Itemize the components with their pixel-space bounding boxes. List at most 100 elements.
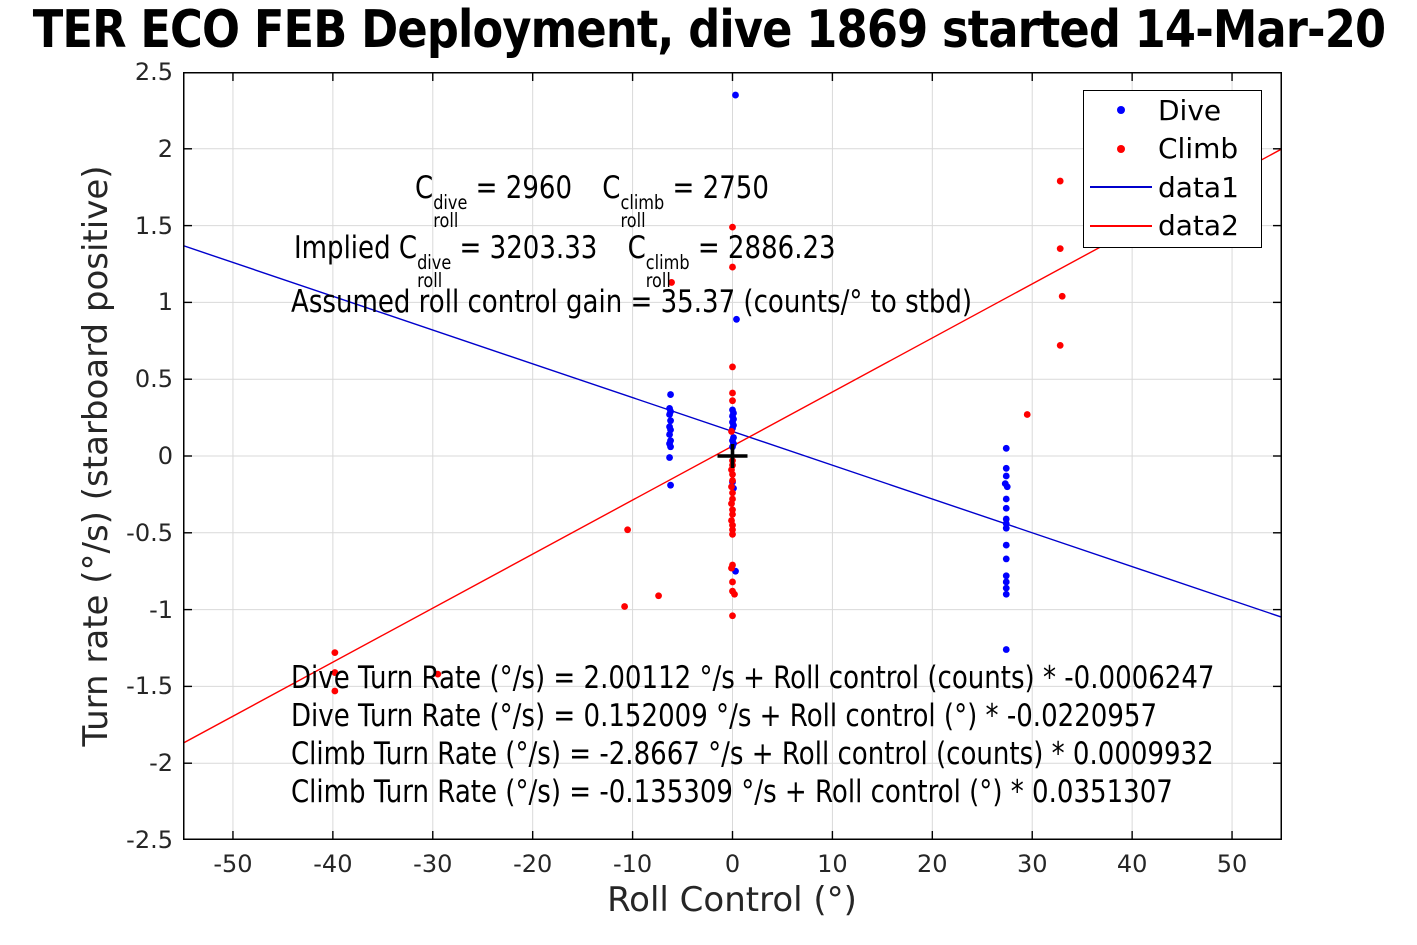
point-climb (729, 477, 736, 484)
point-climb (331, 649, 339, 657)
legend-dot-marker (1084, 106, 1158, 115)
y-tick-label: 1 (157, 288, 173, 317)
point-climb (729, 578, 736, 586)
y-tick-label: -2.5 (126, 826, 173, 854)
x-tick-label: 20 (917, 850, 948, 878)
y-axis-label: Turn rate (°/s) (starboard positive) (76, 165, 116, 747)
point-climb (434, 670, 442, 678)
point-climb (621, 603, 628, 610)
point-climb (728, 564, 735, 572)
legend-label: Dive (1158, 93, 1222, 127)
chart-title: TER ECO FEB Deployment, dive 1869 starte… (0, 0, 1417, 60)
x-tick-label: 10 (817, 850, 848, 878)
y-tick-label: 2 (157, 134, 173, 163)
point-dive (667, 417, 674, 425)
point-climb (331, 669, 339, 676)
point-dive (732, 91, 739, 99)
point-dive (1002, 555, 1010, 563)
equation-climb-counts: Climb Turn Rate (°/s) = -2.8667 °/s + Ro… (291, 736, 1214, 772)
y-tick-label: 0.5 (134, 365, 173, 394)
chart-title-text: TER ECO FEB Deployment, dive 1869 starte… (32, 0, 1385, 60)
point-climb (655, 592, 662, 600)
point-climb (1058, 292, 1066, 300)
x-tick-label: 30 (1016, 850, 1048, 878)
point-climb (731, 590, 738, 598)
point-dive (1002, 646, 1010, 653)
x-tick-label: 0 (724, 850, 741, 878)
legend-dot-marker (1084, 144, 1158, 153)
point-climb (728, 500, 735, 508)
x-tick-label: -40 (313, 850, 353, 878)
point-climb (729, 263, 736, 271)
equation-dive-degrees: Dive Turn Rate (°/s) = 0.152009 °/s + Ro… (291, 698, 1158, 734)
legend-label: data2 (1158, 209, 1239, 243)
point-dive (1002, 584, 1010, 592)
line-icon (1090, 186, 1152, 189)
point-dive (666, 411, 673, 418)
legend-item-dive: Dive (1084, 91, 1261, 130)
point-dive (667, 443, 674, 451)
equation-dive-counts: Dive Turn Rate (°/s) = 2.00112 °/s + Rol… (291, 660, 1215, 696)
legend-item-data1: data1 (1084, 168, 1261, 207)
x-tick-label: -30 (413, 850, 453, 878)
point-climb (331, 687, 339, 695)
legend-line-marker (1084, 186, 1158, 189)
legend-label: data1 (1158, 170, 1239, 204)
point-climb (729, 397, 736, 405)
point-climb (729, 389, 736, 397)
point-climb (729, 612, 736, 620)
point-climb (668, 279, 675, 286)
y-tick-label: -1 (149, 595, 173, 624)
point-climb (728, 428, 735, 435)
point-climb (728, 483, 735, 491)
point-climb (1023, 411, 1031, 418)
point-dive (666, 431, 673, 438)
y-tick-label: 0 (157, 442, 173, 470)
point-dive (1002, 541, 1010, 549)
point-dive (1002, 464, 1010, 472)
point-climb (1056, 245, 1064, 253)
legend-label: Climb (1158, 132, 1239, 166)
legend: Dive Climb data1 data2 (1083, 90, 1262, 248)
x-tick-label: 40 (1116, 850, 1148, 878)
point-climb (729, 471, 736, 478)
point-climb (1056, 177, 1064, 185)
x-tick-label: -50 (213, 850, 253, 878)
y-tick-label: 2.5 (134, 58, 173, 86)
point-climb (624, 526, 631, 534)
point-dive (1002, 524, 1010, 532)
point-dive (733, 315, 740, 323)
equation-climb-degrees: Climb Turn Rate (°/s) = -0.135309 °/s + … (291, 774, 1173, 810)
point-climb (729, 223, 736, 231)
annotation-roll-gain: Assumed roll control gain = 35.37 (count… (291, 284, 973, 320)
point-dive (1002, 590, 1010, 598)
point-dive (667, 481, 674, 489)
point-dive (1002, 444, 1010, 452)
point-climb (729, 489, 736, 497)
point-climb (729, 363, 736, 371)
x-axis-label: Roll Control (°) (607, 880, 857, 920)
dot-icon (1117, 106, 1125, 115)
legend-line-marker (1084, 224, 1158, 227)
point-dive (1002, 578, 1010, 586)
y-tick-label: -2 (149, 749, 173, 778)
point-climb (729, 510, 736, 518)
y-tick-label: -0.5 (126, 518, 173, 547)
point-dive (1002, 495, 1010, 503)
point-climb (1056, 342, 1064, 349)
point-dive (1003, 483, 1011, 491)
y-tick-label: -1.5 (126, 672, 173, 701)
y-tick-label: 1.5 (134, 211, 173, 240)
point-dive (1002, 572, 1010, 580)
legend-item-climb: Climb (1084, 130, 1261, 169)
point-climb (729, 530, 736, 538)
x-tick-label: 50 (1216, 850, 1248, 878)
x-tick-label: -10 (612, 850, 653, 878)
dot-icon (1117, 144, 1125, 153)
